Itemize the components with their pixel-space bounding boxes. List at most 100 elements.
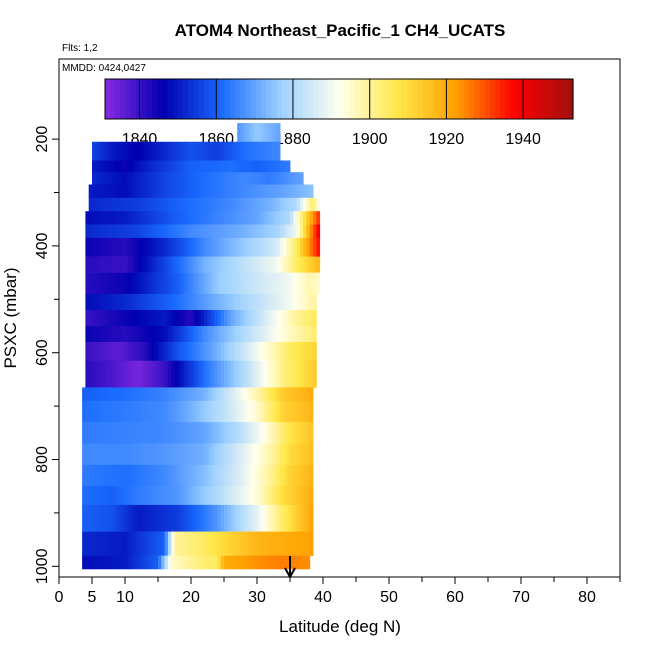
colorbar-swatch xyxy=(484,79,491,119)
colorbar-swatch xyxy=(177,79,184,119)
heatmap-cell xyxy=(115,211,119,225)
heatmap-cell xyxy=(88,184,93,199)
heatmap-cell xyxy=(98,387,103,402)
heatmap-cell xyxy=(191,211,195,225)
heatmap-cell xyxy=(105,326,109,343)
heatmap-cell xyxy=(217,237,222,257)
colorbar-swatch xyxy=(245,79,252,119)
heatmap-cell xyxy=(181,197,185,212)
heatmap-cell xyxy=(280,555,284,570)
heatmap-cell xyxy=(296,184,301,199)
heatmap-cell xyxy=(197,184,202,199)
heatmap-cell xyxy=(151,141,156,161)
heatmap-cell xyxy=(128,184,132,199)
heatmap-cell xyxy=(280,256,284,273)
heatmap-cell xyxy=(214,272,218,295)
heatmap-cell xyxy=(214,256,218,273)
heatmap-cell xyxy=(250,486,255,506)
heatmap-cell xyxy=(220,486,225,506)
heatmap-cell xyxy=(299,272,304,295)
heatmap-cell xyxy=(250,342,255,362)
heatmap-cell xyxy=(270,464,274,487)
heatmap-cell xyxy=(207,272,212,295)
heatmap-cell xyxy=(220,237,225,257)
heatmap-cell xyxy=(200,172,205,185)
heatmap-cell xyxy=(138,237,142,257)
heatmap-cell xyxy=(227,256,231,273)
heatmap-cell xyxy=(260,123,264,143)
heatmap-cell xyxy=(134,211,139,225)
heatmap-cell xyxy=(210,443,215,466)
heatmap-cell xyxy=(111,504,116,532)
heatmap-cell xyxy=(207,400,212,423)
heatmap-cell xyxy=(250,387,255,402)
heatmap-cell xyxy=(171,309,175,327)
heatmap-cell xyxy=(276,504,281,532)
heatmap-cell xyxy=(138,504,142,532)
heatmap-cell xyxy=(131,293,136,311)
heatmap-cell xyxy=(217,256,222,273)
heatmap-cell xyxy=(101,172,106,185)
heatmap-cell xyxy=(134,141,139,161)
heatmap-cell xyxy=(250,237,255,257)
heatmap-cell xyxy=(293,172,297,185)
heatmap-cell xyxy=(161,342,165,362)
heatmap-cell xyxy=(270,224,274,239)
heatmap-cell xyxy=(214,387,218,402)
heatmap-cell xyxy=(303,504,307,532)
heatmap-cell xyxy=(253,256,258,273)
heatmap-cell xyxy=(260,184,264,199)
heatmap-cell xyxy=(194,211,198,225)
heatmap-cell xyxy=(214,160,218,173)
heatmap-cell xyxy=(88,224,93,239)
heatmap-cell xyxy=(95,272,99,295)
x-tick-label: 5 xyxy=(88,589,97,606)
heatmap-cell xyxy=(141,141,146,161)
heatmap-cell xyxy=(220,160,225,173)
colorbar-swatch xyxy=(437,79,444,119)
heatmap-cell xyxy=(293,224,297,239)
heatmap-cell xyxy=(243,141,248,161)
heatmap-cell xyxy=(266,555,271,570)
colorbar-swatch xyxy=(292,79,298,119)
y-tick-label: 600 xyxy=(34,339,51,366)
heatmap-cell xyxy=(101,293,106,311)
heatmap-cell xyxy=(207,172,212,185)
heatmap-cell xyxy=(257,211,261,225)
heatmap-cell xyxy=(92,172,96,185)
heatmap-cell xyxy=(148,211,152,225)
heatmap-cell xyxy=(181,293,185,311)
heatmap-cell xyxy=(108,197,113,212)
heatmap-cell xyxy=(177,293,182,311)
heatmap-cell xyxy=(200,256,205,273)
heatmap-cell xyxy=(233,293,238,311)
heatmap-cell xyxy=(280,197,284,212)
heatmap-cell xyxy=(283,531,288,556)
heatmap-cell xyxy=(233,309,238,327)
colorbar-swatch xyxy=(401,79,408,119)
heatmap-cell xyxy=(280,184,284,199)
colorbar-frame xyxy=(104,78,574,120)
heatmap-cell xyxy=(296,237,301,257)
heatmap-cell xyxy=(167,256,172,273)
heatmap-cell xyxy=(164,531,169,556)
heatmap-cell xyxy=(174,360,179,388)
heatmap-cell xyxy=(101,342,106,362)
heatmap-cell xyxy=(286,184,291,199)
colorbar-swatch xyxy=(385,79,392,119)
heatmap-cell xyxy=(217,272,222,295)
heatmap-cell xyxy=(230,272,235,295)
heatmap-cell xyxy=(144,504,149,532)
heatmap-cell xyxy=(151,309,156,327)
heatmap-cell xyxy=(290,387,294,402)
heatmap-cell xyxy=(154,443,159,466)
heatmap-cell xyxy=(253,237,258,257)
heatmap-cell xyxy=(266,293,271,311)
heatmap-cell xyxy=(200,342,205,362)
heatmap-cell xyxy=(296,256,301,273)
colorbar-swatch xyxy=(307,79,314,119)
heatmap-cell xyxy=(273,360,278,388)
heatmap-cell xyxy=(174,293,179,311)
heatmap-cell xyxy=(164,224,169,239)
heatmap-cell xyxy=(197,309,202,327)
